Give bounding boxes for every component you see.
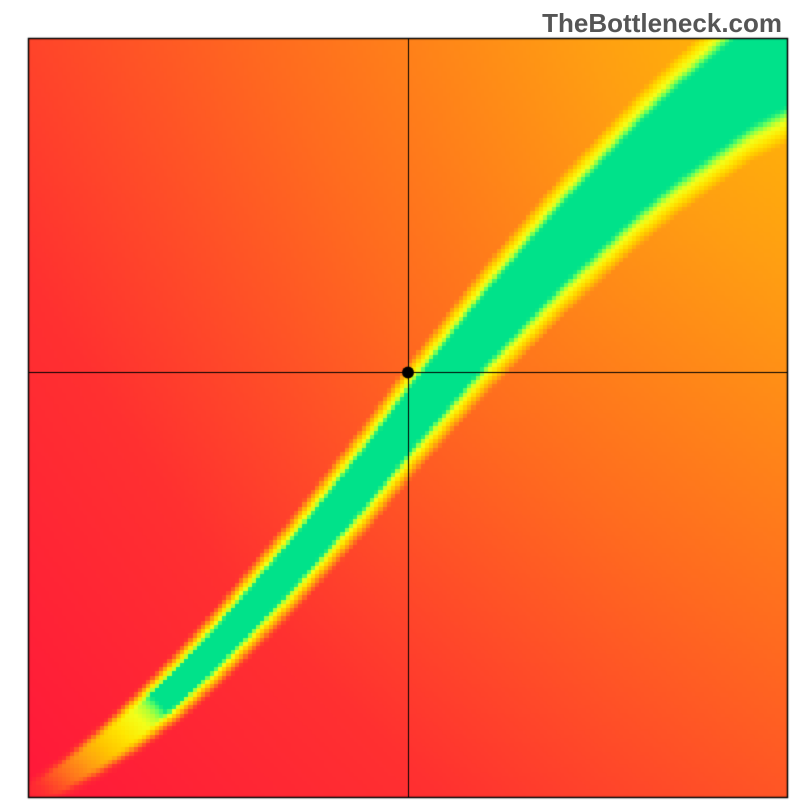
chart-container: TheBottleneck.com	[0, 0, 800, 800]
heatmap-canvas	[0, 0, 800, 800]
watermark-text: TheBottleneck.com	[542, 8, 782, 39]
